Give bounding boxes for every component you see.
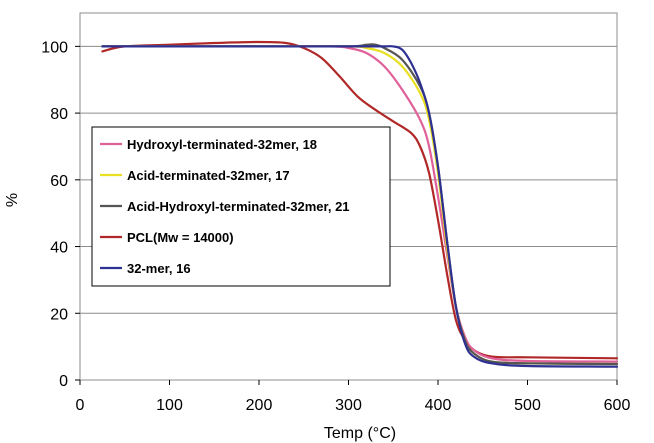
legend-label: 32-mer, 16 — [127, 261, 191, 276]
x-tick-label: 600 — [604, 397, 631, 414]
x-tick-label: 400 — [425, 397, 452, 414]
x-axis-ticks: 0 100 200 300 400 500 600 — [76, 380, 631, 414]
legend-label: PCL(Mw = 14000) — [127, 230, 234, 245]
legend-label: Hydroxyl-terminated-32mer, 18 — [127, 137, 317, 152]
legend-label: Acid-Hydroxyl-terminated-32mer, 21 — [127, 199, 350, 214]
legend: Hydroxyl-terminated-32mer, 18 Acid-termin… — [91, 126, 391, 287]
series-lines — [101, 40, 619, 368]
y-tick-label: 20 — [50, 306, 68, 323]
x-tick-label: 300 — [335, 397, 362, 414]
x-tick-label: 200 — [246, 397, 273, 414]
legend-box — [91, 126, 391, 287]
legend-label: Acid-terminated-32mer, 17 — [127, 168, 290, 183]
x-axis-title: Temp (°C) — [324, 425, 396, 442]
y-tick-label: 80 — [50, 106, 68, 123]
x-tick-label: 0 — [76, 397, 85, 414]
y-tick-label: 0 — [59, 373, 68, 390]
x-tick-label: 500 — [514, 397, 541, 414]
x-tick-label: 100 — [156, 397, 183, 414]
y-tick-label: 100 — [41, 39, 68, 56]
y-tick-label: 60 — [50, 173, 68, 190]
y-tick-label: 40 — [50, 240, 68, 257]
y-axis-ticks: 0 20 40 60 80 100 — [41, 39, 80, 390]
y-axis-title: % — [4, 193, 21, 207]
series-line-4 — [101, 45, 619, 368]
